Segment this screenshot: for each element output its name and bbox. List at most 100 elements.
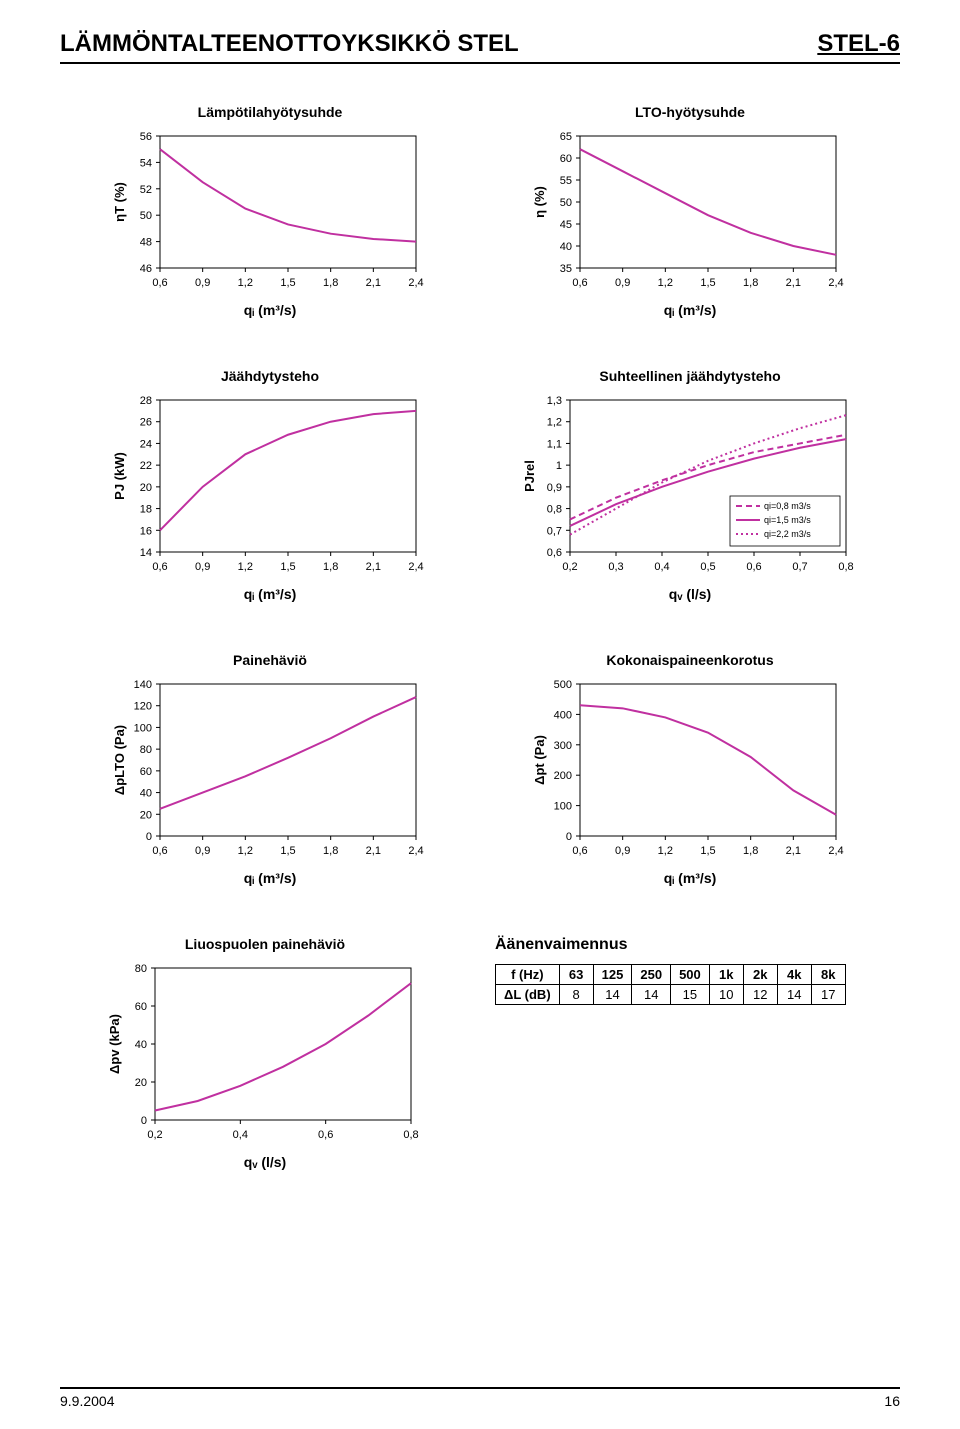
svg-text:0,9: 0,9 — [195, 845, 210, 857]
chart1-svg: 4648505254560,60,91,21,51,82,12,4ηT (%) — [110, 126, 430, 296]
svg-text:1,5: 1,5 — [280, 277, 295, 289]
svg-text:56: 56 — [140, 131, 152, 143]
sound-val: 8 — [559, 985, 593, 1005]
svg-text:0,6: 0,6 — [572, 845, 587, 857]
chart4-xlabel: qᵥ (l/s) — [669, 586, 711, 602]
svg-text:1,2: 1,2 — [238, 561, 253, 573]
svg-text:0,6: 0,6 — [318, 1129, 333, 1141]
svg-text:0,9: 0,9 — [615, 277, 630, 289]
sound-value-row: ΔL (dB)814141510121417 — [496, 985, 846, 1005]
svg-text:Δpv (kPa): Δpv (kPa) — [107, 1014, 122, 1074]
sound-val: 14 — [777, 985, 811, 1005]
chart-row-2: Jäähdytysteho 14161820222426280,60,91,21… — [60, 368, 900, 602]
svg-text:2,1: 2,1 — [366, 845, 381, 857]
svg-text:0,8: 0,8 — [403, 1129, 418, 1141]
svg-text:1,2: 1,2 — [658, 277, 673, 289]
sound-freq: 250 — [632, 965, 671, 985]
svg-text:46: 46 — [140, 263, 152, 275]
sound-val: 14 — [632, 985, 671, 1005]
svg-text:140: 140 — [134, 679, 152, 691]
chart-row-1: Lämpötilahyötysuhde 4648505254560,60,91,… — [60, 104, 900, 318]
chart-painehavio: Painehäviö 0204060801001201400,60,91,21,… — [90, 652, 450, 886]
sound-header-row: f (Hz)631252505001k2k4k8k — [496, 965, 846, 985]
chart1-xlabel: qᵢ (m³/s) — [244, 302, 297, 318]
svg-text:1,2: 1,2 — [658, 845, 673, 857]
svg-text:0: 0 — [566, 831, 572, 843]
chart1-title: Lämpötilahyötysuhde — [198, 104, 343, 120]
sound-val: 12 — [743, 985, 777, 1005]
svg-text:2,1: 2,1 — [366, 277, 381, 289]
svg-text:1,8: 1,8 — [323, 845, 338, 857]
svg-text:1,5: 1,5 — [280, 561, 295, 573]
svg-text:18: 18 — [140, 504, 152, 516]
sound-hdr-label: f (Hz) — [496, 965, 560, 985]
chart3-title: Jäähdytysteho — [221, 368, 319, 384]
svg-text:35: 35 — [560, 263, 572, 275]
svg-text:65: 65 — [560, 131, 572, 143]
svg-text:0,2: 0,2 — [147, 1129, 162, 1141]
sound-table: f (Hz)631252505001k2k4k8k ΔL (dB)8141415… — [495, 964, 846, 1005]
svg-text:1,3: 1,3 — [547, 395, 562, 407]
chart6-xlabel: qᵢ (m³/s) — [664, 870, 717, 886]
chart7-svg: 0204060800,20,40,60,8Δpv (kPa) — [105, 958, 425, 1148]
sound-val: 14 — [593, 985, 632, 1005]
chart6-title: Kokonaispaineenkorotus — [606, 652, 773, 668]
svg-text:1,8: 1,8 — [323, 277, 338, 289]
svg-text:qi=2,2 m3/s: qi=2,2 m3/s — [764, 529, 811, 539]
svg-text:100: 100 — [134, 722, 152, 734]
chart4-svg: 0,60,70,80,911,11,21,30,20,30,40,50,60,7… — [520, 390, 860, 580]
chart2-svg: 354045505560650,60,91,21,51,82,12,4η (%) — [530, 126, 850, 296]
svg-text:60: 60 — [135, 1001, 147, 1013]
svg-text:52: 52 — [140, 184, 152, 196]
svg-text:2,4: 2,4 — [828, 845, 843, 857]
sound-title: Äänenvaimennus — [495, 936, 875, 954]
sound-val: 10 — [709, 985, 743, 1005]
chart-suhteellinen: Suhteellinen jäähdytysteho 0,60,70,80,91… — [510, 368, 870, 602]
svg-text:1,8: 1,8 — [743, 277, 758, 289]
svg-text:1,2: 1,2 — [238, 277, 253, 289]
svg-text:1,5: 1,5 — [700, 277, 715, 289]
footer-date: 9.9.2004 — [60, 1393, 115, 1409]
chart2-title: LTO-hyötysuhde — [635, 104, 745, 120]
svg-text:0,4: 0,4 — [233, 1129, 248, 1141]
chart-lampotila: Lämpötilahyötysuhde 4648505254560,60,91,… — [90, 104, 450, 318]
sound-row-label: ΔL (dB) — [496, 985, 560, 1005]
svg-text:2,4: 2,4 — [828, 277, 843, 289]
svg-text:0,6: 0,6 — [152, 561, 167, 573]
svg-text:24: 24 — [140, 438, 152, 450]
svg-text:40: 40 — [140, 788, 152, 800]
svg-text:PJrel: PJrel — [522, 460, 537, 492]
svg-text:0,3: 0,3 — [608, 561, 623, 573]
svg-text:20: 20 — [135, 1077, 147, 1089]
svg-text:1,5: 1,5 — [700, 845, 715, 857]
chart6-svg: 01002003004005000,60,91,21,51,82,12,4Δpt… — [530, 674, 850, 864]
svg-text:0: 0 — [141, 1115, 147, 1127]
chart7-title: Liuospuolen painehäviö — [185, 936, 345, 952]
svg-text:2,4: 2,4 — [408, 561, 423, 573]
svg-text:ΔpLTO (Pa): ΔpLTO (Pa) — [112, 725, 127, 795]
svg-text:400: 400 — [554, 709, 572, 721]
svg-text:55: 55 — [560, 175, 572, 187]
svg-text:16: 16 — [140, 525, 152, 537]
svg-text:40: 40 — [560, 241, 572, 253]
svg-text:20: 20 — [140, 482, 152, 494]
svg-text:1,2: 1,2 — [547, 417, 562, 429]
svg-text:0,2: 0,2 — [562, 561, 577, 573]
chart3-xlabel: qᵢ (m³/s) — [244, 586, 297, 602]
svg-text:0,7: 0,7 — [792, 561, 807, 573]
svg-text:200: 200 — [554, 770, 572, 782]
svg-text:0,7: 0,7 — [547, 525, 562, 537]
svg-text:300: 300 — [554, 740, 572, 752]
svg-text:1: 1 — [556, 460, 562, 472]
svg-text:60: 60 — [140, 766, 152, 778]
svg-text:60: 60 — [560, 153, 572, 165]
svg-text:0,9: 0,9 — [615, 845, 630, 857]
svg-text:η (%): η (%) — [532, 186, 547, 218]
svg-text:1,8: 1,8 — [323, 561, 338, 573]
svg-text:0,6: 0,6 — [547, 547, 562, 559]
svg-text:1,5: 1,5 — [280, 845, 295, 857]
header-title-left: LÄMMÖNTALTEENOTTOYKSIKKÖ STEL — [60, 30, 519, 58]
page-header: LÄMMÖNTALTEENOTTOYKSIKKÖ STEL STEL-6 — [60, 30, 900, 64]
chart-kokonais: Kokonaispaineenkorotus 01002003004005000… — [510, 652, 870, 886]
chart5-svg: 0204060801001201400,60,91,21,51,82,12,4Δ… — [110, 674, 430, 864]
